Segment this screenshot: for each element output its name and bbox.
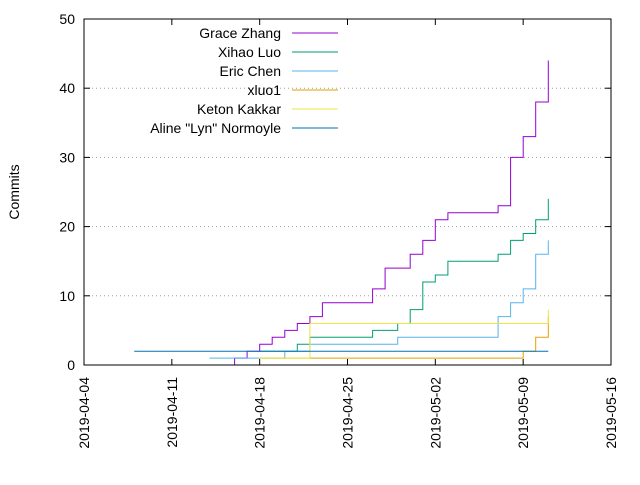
plot-frame xyxy=(83,18,612,366)
y-tick-label: 20 xyxy=(59,219,75,235)
legend-label: Xihao Luo xyxy=(218,44,281,60)
y-tick-label: 50 xyxy=(59,11,75,27)
series-line xyxy=(146,60,549,366)
series-line xyxy=(259,309,549,359)
series-line xyxy=(209,240,549,359)
y-tick-label: 40 xyxy=(59,80,75,96)
x-tick-label: 2019-04-04 xyxy=(76,377,92,449)
axes xyxy=(83,18,612,366)
legend-label: Eric Chen xyxy=(220,63,281,79)
x-tick-label: 2019-05-09 xyxy=(515,377,531,449)
x-tick-label: 2019-04-11 xyxy=(164,377,180,448)
legend: Grace Zhang Xihao Luo Eric Chen xluo1 Keton … xyxy=(150,25,338,136)
legend-label: Aline "Lyn" Normoyle xyxy=(150,120,281,136)
y-tick-label: 0 xyxy=(67,357,75,373)
y-ticks: 0 10 20 30 40 50 xyxy=(59,11,611,373)
y-axis-label: Commits xyxy=(6,164,22,219)
legend-label: Keton Kakkar xyxy=(197,101,281,117)
y-tick-label: 30 xyxy=(59,149,75,165)
series-line xyxy=(259,198,549,352)
legend-label: xluo1 xyxy=(248,82,282,98)
x-ticks: 2019-04-04 2019-04-11 2019-04-18 2019-04-25… xyxy=(76,19,619,449)
legend-label: Grace Zhang xyxy=(199,25,281,41)
x-tick-label: 2019-04-25 xyxy=(340,377,356,449)
y-tick-label: 10 xyxy=(59,288,75,304)
x-tick-label: 2019-04-18 xyxy=(252,377,268,449)
series-lines xyxy=(134,60,549,366)
x-tick-label: 2019-05-16 xyxy=(603,377,619,449)
x-tick-label: 2019-05-02 xyxy=(427,377,443,449)
